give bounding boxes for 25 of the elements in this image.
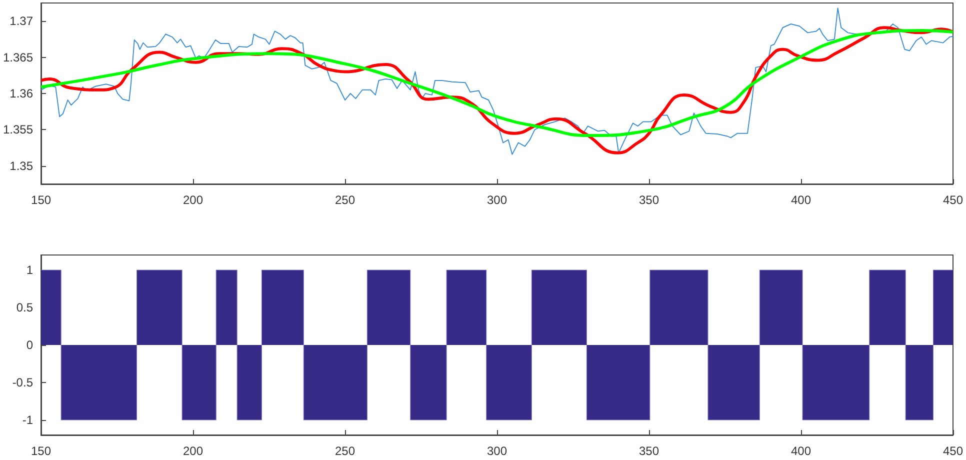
x-tick-label: 300 [486,193,508,207]
x-tick-label: 200 [182,444,204,458]
y-tick-label: 1.36 [10,86,34,100]
y-tick-label: 1.35 [10,158,34,173]
y-tick-label: 1.365 [3,50,34,64]
y-tick-label: 1.37 [10,14,34,28]
y-tick-label: 1.355 [3,122,34,137]
x-tick-label: 400 [790,444,812,458]
y-tick-label: -0.5 [12,376,34,390]
x-tick-label: 150 [31,193,52,207]
y-tick-label: 0 [26,338,34,352]
x-tick-label: 450 [942,444,964,458]
x-tick-label: 150 [30,444,52,458]
x-tick-label: 400 [790,193,812,207]
x-tick-label: 250 [334,444,356,458]
x-tick-label: 350 [638,193,660,207]
line-series [40,29,954,137]
x-tick-label: 450 [942,193,964,207]
y-tick-label: -1 [22,413,34,427]
x-tick-label: 200 [183,193,204,207]
x-tick-label: 300 [486,444,508,458]
x-tick-label: 350 [638,444,660,458]
y-tick-label: 1 [26,263,34,277]
x-tick-label: 250 [335,193,356,207]
y-tick-label: 0.5 [16,300,34,314]
